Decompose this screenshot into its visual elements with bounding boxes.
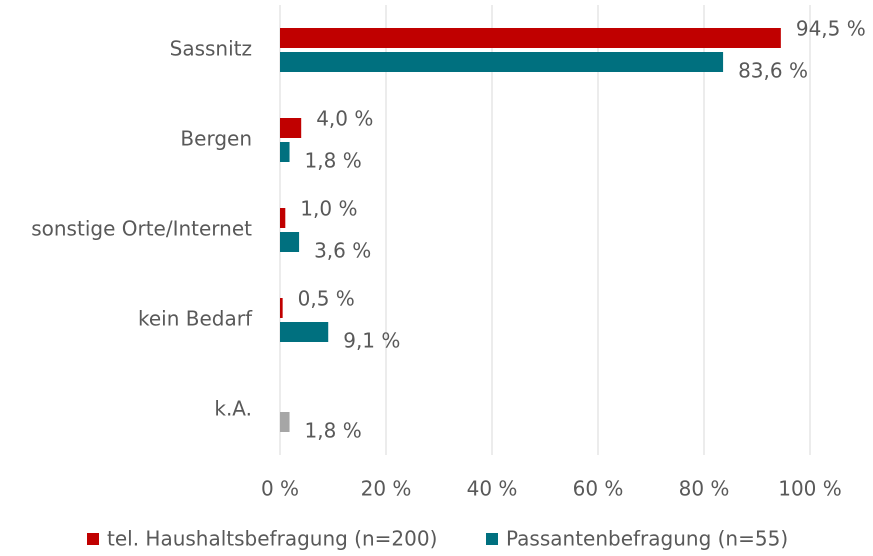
bar bbox=[280, 232, 300, 252]
bar bbox=[280, 52, 724, 72]
category-label: Bergen bbox=[180, 127, 252, 151]
x-tick-label: 40 % bbox=[467, 477, 518, 501]
bar bbox=[280, 28, 781, 48]
value-label: 9,1 % bbox=[343, 329, 400, 353]
category-label: sonstige Orte/Internet bbox=[31, 217, 252, 241]
bar bbox=[280, 412, 290, 432]
bar bbox=[280, 142, 290, 162]
value-label: 1,0 % bbox=[300, 197, 357, 221]
value-label: 3,6 % bbox=[314, 239, 371, 263]
value-label: 83,6 % bbox=[738, 59, 808, 83]
bar bbox=[280, 298, 283, 318]
category-label: Sassnitz bbox=[170, 37, 252, 61]
category-label: k.A. bbox=[214, 397, 252, 421]
legend-label: Passantenbefragung (n=55) bbox=[506, 527, 788, 551]
x-tick-label: 100 % bbox=[778, 477, 842, 501]
x-tick-label: 80 % bbox=[679, 477, 730, 501]
value-label: 4,0 % bbox=[316, 107, 373, 131]
x-tick-label: 0 % bbox=[261, 477, 299, 501]
legend-swatch bbox=[87, 533, 99, 545]
value-label: 1,8 % bbox=[305, 149, 362, 173]
category-label: kein Bedarf bbox=[138, 307, 253, 331]
bar bbox=[280, 208, 286, 228]
bar bbox=[280, 118, 302, 138]
legend-swatch bbox=[486, 533, 498, 545]
value-label: 94,5 % bbox=[796, 17, 866, 41]
x-tick-label: 60 % bbox=[573, 477, 624, 501]
bar bbox=[280, 322, 329, 342]
legend-label: tel. Haushaltsbefragung (n=200) bbox=[107, 527, 437, 551]
x-tick-label: 20 % bbox=[361, 477, 412, 501]
value-label: 0,5 % bbox=[298, 287, 355, 311]
value-label: 1,8 % bbox=[305, 419, 362, 443]
